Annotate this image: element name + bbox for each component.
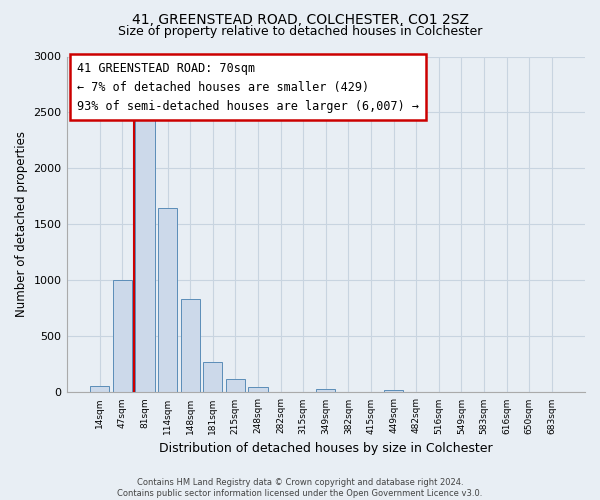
Bar	[113, 280, 132, 392]
Text: Size of property relative to detached houses in Colchester: Size of property relative to detached ho…	[118, 25, 482, 38]
Bar	[248, 387, 268, 392]
Text: Contains HM Land Registry data © Crown copyright and database right 2024.
Contai: Contains HM Land Registry data © Crown c…	[118, 478, 482, 498]
Bar	[226, 379, 245, 392]
Bar	[384, 390, 403, 392]
Bar	[90, 386, 109, 392]
X-axis label: Distribution of detached houses by size in Colchester: Distribution of detached houses by size …	[159, 442, 493, 455]
Bar	[316, 388, 335, 392]
Bar	[158, 208, 177, 392]
Text: 41, GREENSTEAD ROAD, COLCHESTER, CO1 2SZ: 41, GREENSTEAD ROAD, COLCHESTER, CO1 2SZ	[131, 12, 469, 26]
Bar	[136, 117, 155, 392]
Bar	[203, 362, 223, 392]
Text: 41 GREENSTEAD ROAD: 70sqm
← 7% of detached houses are smaller (429)
93% of semi-: 41 GREENSTEAD ROAD: 70sqm ← 7% of detach…	[77, 62, 419, 112]
Y-axis label: Number of detached properties: Number of detached properties	[15, 132, 28, 318]
Bar	[181, 300, 200, 392]
